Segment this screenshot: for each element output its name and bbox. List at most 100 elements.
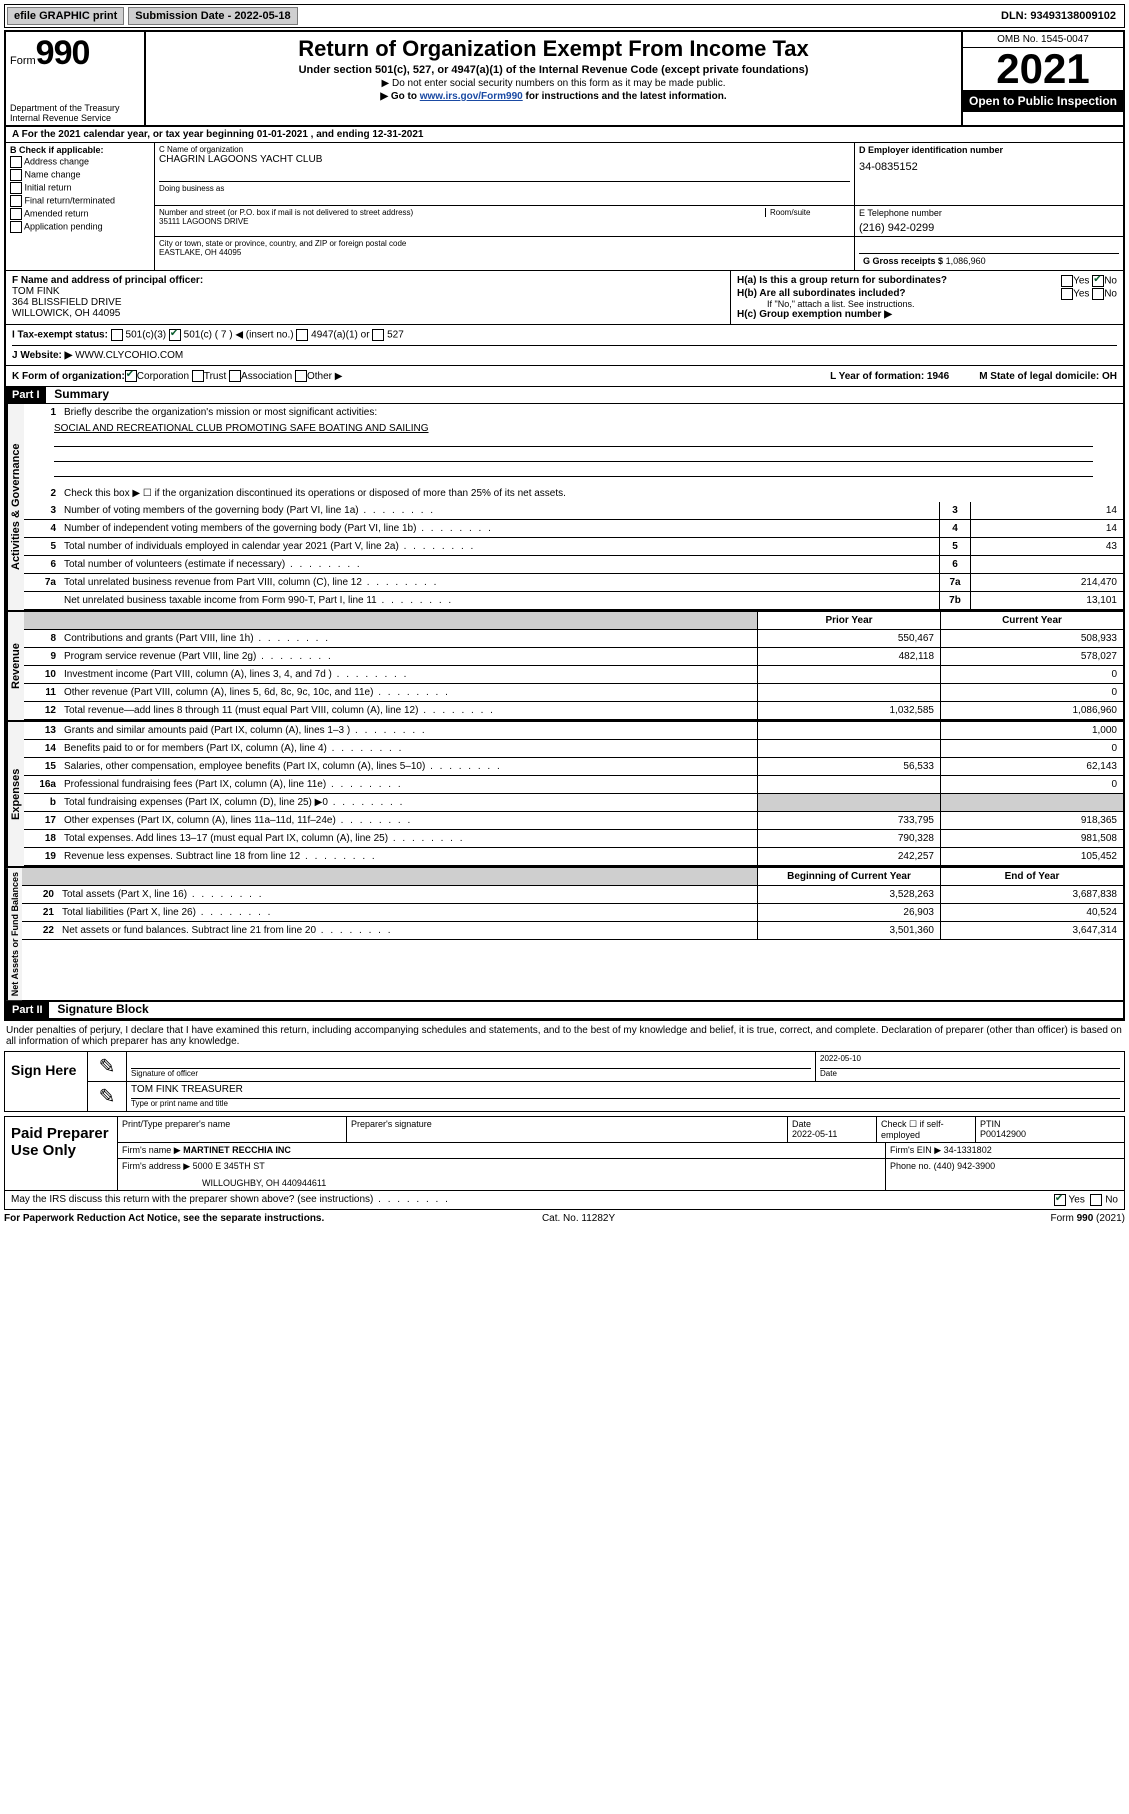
part1-badge: Part I: [6, 387, 46, 403]
section-expenses: Expenses 13Grants and similar amounts pa…: [6, 720, 1123, 866]
note-goto-post: for instructions and the latest informat…: [523, 91, 727, 102]
e-label: E Telephone number: [859, 208, 1119, 218]
open-public: Open to Public Inspection: [963, 90, 1123, 112]
hc-label: H(c) Group exemption number ▶: [737, 309, 1117, 320]
col-end: End of Year: [940, 868, 1123, 885]
summary-row: Net unrelated business taxable income fr…: [24, 592, 1123, 610]
irs-label: Internal Revenue Service: [10, 113, 140, 123]
g-label: G Gross receipts $: [863, 256, 943, 266]
chk-527[interactable]: [372, 329, 384, 341]
header-right: OMB No. 1545-0047 2021 Open to Public In…: [961, 32, 1123, 125]
prep-date: 2022-05-11: [792, 1129, 837, 1139]
page-footer: For Paperwork Reduction Act Notice, see …: [4, 1210, 1125, 1227]
tax-year: 2021: [963, 48, 1123, 90]
room-label: Room/suite: [765, 208, 850, 217]
form-number: 990: [36, 34, 90, 72]
chk-4947[interactable]: [296, 329, 308, 341]
summary-row: 19Revenue less expenses. Subtract line 1…: [24, 848, 1123, 866]
j-label: J Website: ▶: [12, 350, 72, 361]
sidelabel-gov: Activities & Governance: [6, 404, 24, 610]
submission-date: Submission Date - 2022-05-18: [128, 7, 297, 25]
header-left: Form990 Department of the Treasury Inter…: [6, 32, 146, 125]
chk-final[interactable]: [10, 195, 22, 207]
summary-row: 7aTotal unrelated business revenue from …: [24, 574, 1123, 592]
opt-pending: Application pending: [24, 221, 103, 231]
summary-row: 20Total assets (Part X, line 16)3,528,26…: [22, 886, 1123, 904]
prep-sig-hdr: Preparer's signature: [347, 1117, 788, 1142]
chk-501c[interactable]: [169, 329, 181, 341]
part1-title: Summary: [48, 385, 115, 403]
summary-row: 8Contributions and grants (Part VIII, li…: [24, 630, 1123, 648]
chk-amended[interactable]: [10, 208, 22, 220]
ptin: P00142900: [980, 1129, 1026, 1139]
website: WWW.CLYCOHIO.COM: [75, 350, 183, 361]
part2-header: Part II Signature Block: [6, 1000, 1123, 1019]
col-prior: Prior Year: [757, 612, 940, 629]
chk-hb-yes[interactable]: [1061, 288, 1073, 300]
l-year: L Year of formation: 1946: [830, 371, 949, 382]
sidelabel-rev: Revenue: [6, 612, 24, 720]
f-label: F Name and address of principal officer:: [12, 275, 724, 286]
section-governance: Activities & Governance 1 Briefly descri…: [6, 404, 1123, 610]
chk-trust[interactable]: [192, 370, 204, 382]
discuss-text: May the IRS discuss this return with the…: [11, 1194, 450, 1206]
gross-receipts: 1,086,960: [946, 256, 986, 266]
city-label: City or town, state or province, country…: [159, 239, 850, 248]
header-mid: Return of Organization Exempt From Incom…: [146, 32, 961, 125]
sig-officer-label: Signature of officer: [131, 1069, 811, 1078]
part2-title: Signature Block: [51, 1000, 154, 1018]
chk-name-change[interactable]: [10, 169, 22, 181]
opt-address: Address change: [24, 156, 89, 166]
summary-row: 6Total number of volunteers (estimate if…: [24, 556, 1123, 574]
discuss-row: May the IRS discuss this return with the…: [4, 1191, 1125, 1210]
irs-link[interactable]: www.irs.gov/Form990: [420, 91, 523, 102]
note-ssn: Do not enter social security numbers on …: [392, 78, 725, 89]
chk-initial[interactable]: [10, 182, 22, 194]
sidelabel-exp: Expenses: [6, 722, 24, 866]
form-header: Form990 Department of the Treasury Inter…: [6, 32, 1123, 127]
opt-name: Name change: [25, 169, 81, 179]
chk-ha-no[interactable]: [1092, 275, 1104, 287]
d-label: D Employer identification number: [859, 145, 1119, 155]
efile-button[interactable]: efile GRAPHIC print: [7, 7, 124, 25]
ein: 34-0835152: [859, 161, 1119, 173]
i-label: I Tax-exempt status:: [12, 330, 108, 341]
firm-name: MARTINET RECCHIA INC: [183, 1145, 291, 1155]
mission-text: SOCIAL AND RECREATIONAL CLUB PROMOTING S…: [54, 423, 1093, 434]
chk-other[interactable]: [295, 370, 307, 382]
summary-row: 15Salaries, other compensation, employee…: [24, 758, 1123, 776]
date-label: Date: [820, 1069, 1120, 1078]
form-container: Form990 Department of the Treasury Inter…: [4, 30, 1125, 1021]
summary-row: 12Total revenue—add lines 8 through 11 (…: [24, 702, 1123, 720]
opt-final: Final return/terminated: [25, 195, 116, 205]
footer-left: For Paperwork Reduction Act Notice, see …: [4, 1213, 324, 1224]
chk-hb-no[interactable]: [1092, 288, 1104, 300]
form-prefix: Form: [10, 55, 36, 67]
officer-addr1: 364 BLISSFIELD DRIVE: [12, 297, 724, 308]
opt-initial: Initial return: [25, 182, 72, 192]
telephone: (216) 942-0299: [859, 222, 1119, 234]
block-bc: B Check if applicable: Address change Na…: [6, 143, 1123, 271]
sidelabel-net: Net Assets or Fund Balances: [6, 868, 22, 1000]
name-title-label: Type or print name and title: [131, 1099, 1120, 1108]
summary-row: bTotal fundraising expenses (Part IX, co…: [24, 794, 1123, 812]
part1-header: Part I Summary: [6, 387, 1123, 404]
chk-assoc[interactable]: [229, 370, 241, 382]
footer-right: Form 990 (2021): [1050, 1213, 1124, 1224]
line2: Check this box ▶ ☐ if the organization d…: [60, 485, 1123, 502]
c-name-label: C Name of organization: [159, 145, 850, 154]
summary-row: 3Number of voting members of the governi…: [24, 502, 1123, 520]
summary-row: 11Other revenue (Part VIII, column (A), …: [24, 684, 1123, 702]
chk-discuss-yes[interactable]: [1054, 1194, 1066, 1206]
chk-501c3[interactable]: [111, 329, 123, 341]
addr-label: Number and street (or P.O. box if mail i…: [159, 208, 765, 217]
chk-address-change[interactable]: [10, 156, 22, 168]
chk-ha-yes[interactable]: [1061, 275, 1073, 287]
chk-pending[interactable]: [10, 221, 22, 233]
firm-ein: 34-1331802: [944, 1145, 992, 1155]
col-begin: Beginning of Current Year: [757, 868, 940, 885]
chk-corp[interactable]: [125, 370, 137, 382]
summary-row: 10Investment income (Part VIII, column (…: [24, 666, 1123, 684]
chk-discuss-no[interactable]: [1090, 1194, 1102, 1206]
section-revenue: Revenue Prior Year Current Year 8Contrib…: [6, 610, 1123, 720]
